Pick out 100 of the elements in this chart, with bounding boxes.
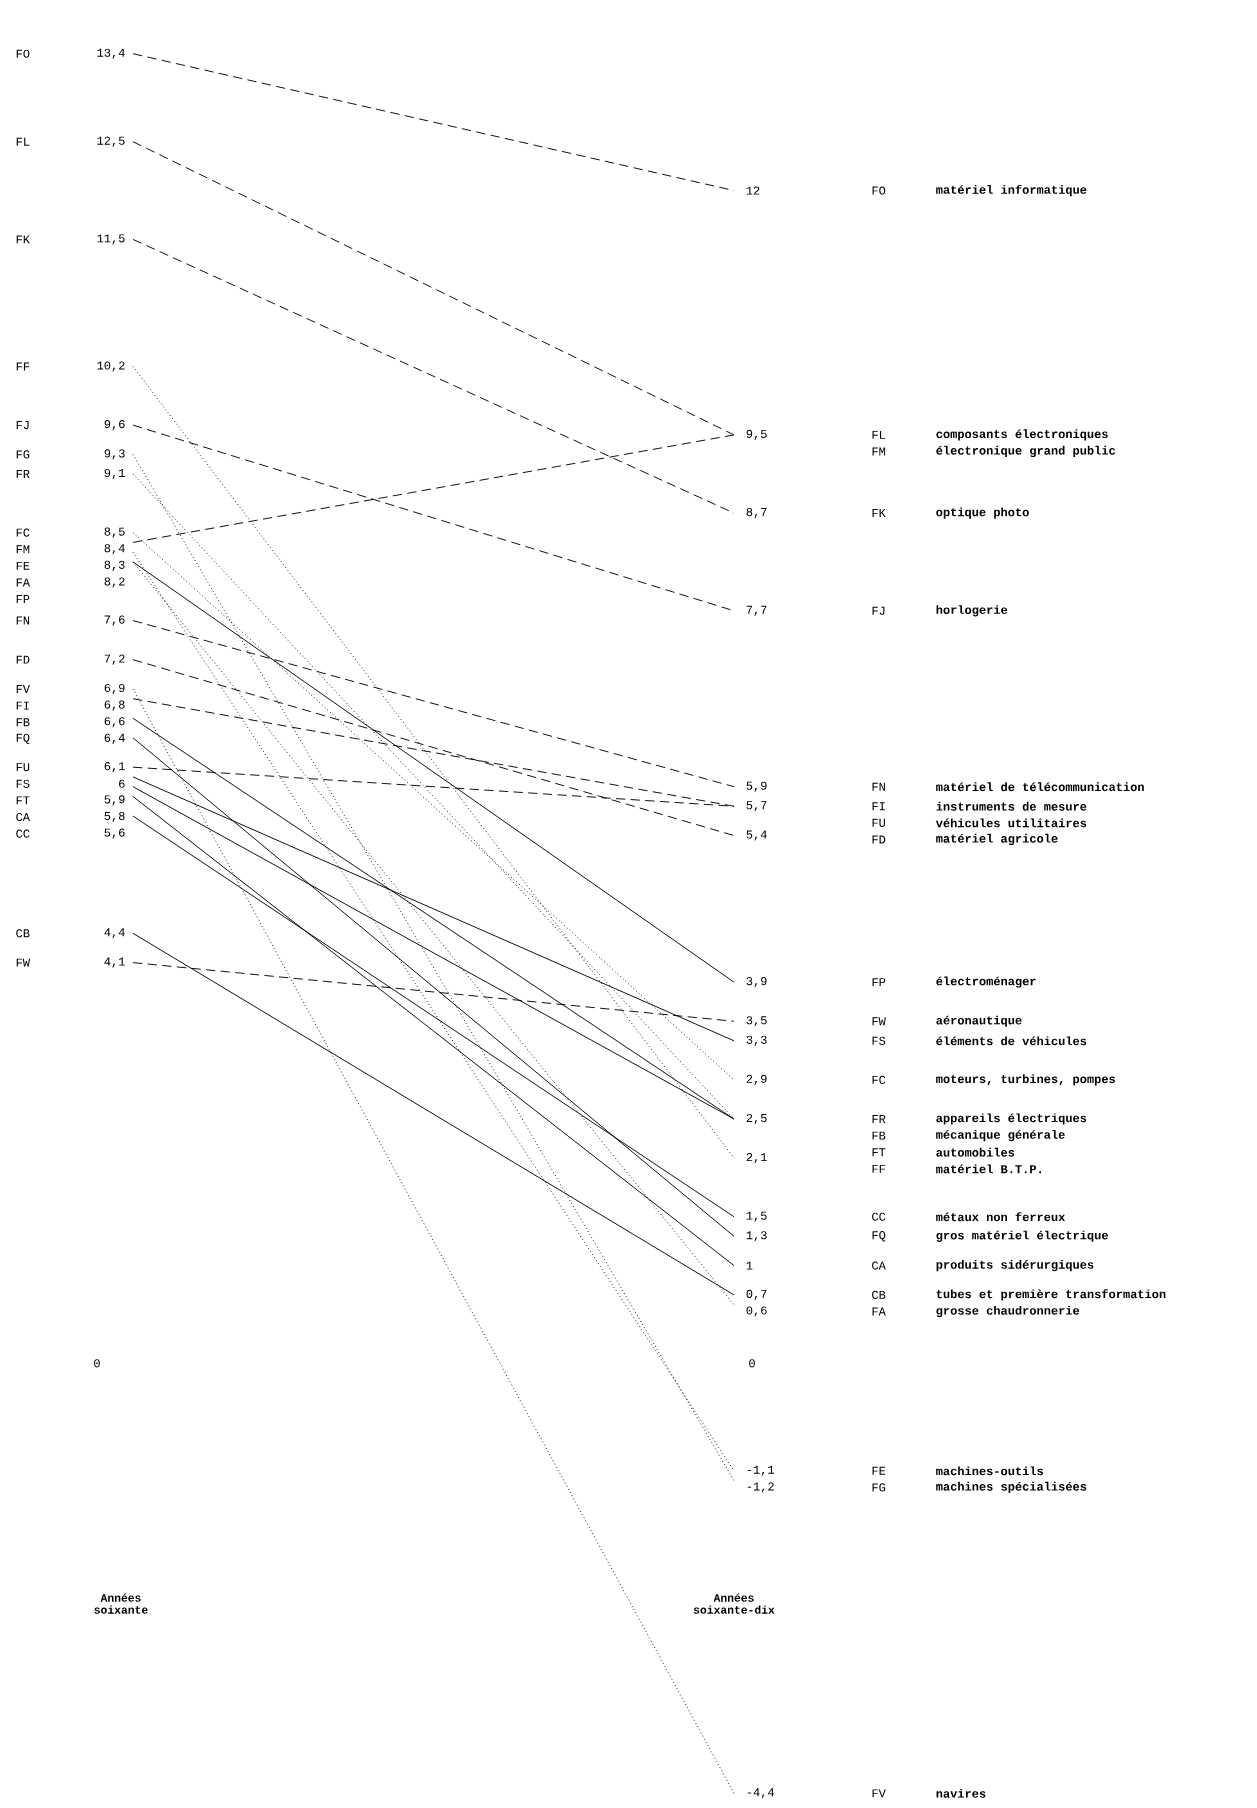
annotation: éléments de véhicules [936, 1036, 1087, 1046]
data-label: 5,4 [746, 830, 767, 841]
text: FW [16, 958, 30, 967]
data-label: 8,2 [104, 577, 125, 588]
annotation: matériel agricole [936, 833, 1058, 846]
annotation: matériel B.T.P. [936, 1164, 1041, 1174]
text: FQ [16, 733, 30, 744]
annotation: véhicules utilitaires [935, 818, 1087, 828]
annotation: optique photo [936, 507, 1029, 519]
text: FI [16, 701, 29, 710]
text: FA [872, 1307, 886, 1316]
text: FG [872, 1483, 886, 1492]
text: FD [872, 835, 886, 844]
text: FG [16, 450, 30, 459]
data-label: 11,5 [97, 234, 125, 245]
data-label: -1,2 [747, 1482, 774, 1493]
annotation: automobiles [936, 1147, 1015, 1157]
data-label: 8,7 [746, 507, 767, 519]
data-label: 9,1 [104, 468, 125, 480]
text: FK [16, 235, 30, 244]
annotation: produits sidérurgiques [936, 1259, 1094, 1272]
x-tick-label: Années soixante [94, 1593, 148, 1614]
data-label: 4,1 [104, 957, 125, 968]
text: FW [872, 1017, 886, 1026]
annotation: appareils électriques [936, 1113, 1087, 1125]
annotation: 0 [94, 1359, 100, 1368]
text: FD [16, 655, 30, 664]
text: FV [16, 685, 30, 693]
text: FV [872, 1789, 886, 1798]
data-label: 6,4 [104, 733, 125, 744]
data-label: 3,3 [746, 1035, 767, 1046]
data-label: 6,6 [104, 717, 125, 728]
text: FF [16, 362, 30, 371]
text: FL [872, 430, 886, 439]
text: FE [872, 1466, 886, 1475]
data-label: 0,6 [746, 1306, 767, 1317]
text: FN [16, 616, 30, 625]
data-label: 5,9 [104, 795, 125, 806]
text: FA [16, 578, 30, 587]
annotation: aéronautique [936, 1015, 1022, 1027]
data-label: 5,9 [746, 781, 767, 792]
text: FL [16, 137, 30, 146]
data-label: 3,9 [746, 977, 767, 988]
data-label: 1 [746, 1261, 753, 1270]
annotation: matériel de télécommunication [936, 782, 1144, 792]
text: FC [16, 528, 30, 537]
data-label: 12 [746, 186, 760, 195]
data-label: 7,6 [104, 615, 125, 626]
data-label: 9,6 [104, 420, 125, 431]
data-label: 7,7 [746, 605, 767, 616]
annotation: moteurs, turbines, pompes [936, 1074, 1115, 1086]
data-label: -4,4 [747, 1788, 775, 1799]
data-label: 3,5 [746, 1016, 767, 1027]
annotation: 0 [749, 1359, 755, 1368]
text: CA [16, 812, 30, 822]
text: CA [872, 1261, 886, 1270]
data-label: 5,7 [746, 801, 767, 812]
data-label: 13,4 [97, 48, 125, 59]
data-label: 10,2 [97, 361, 125, 372]
data-label: 2,1 [746, 1153, 767, 1164]
text: FQ [872, 1231, 886, 1242]
data-label: 12,5 [97, 136, 125, 147]
data-label: 6 [119, 779, 125, 788]
annotation: mécanique générale [936, 1129, 1065, 1142]
annotation: électronique grand public [936, 445, 1116, 458]
text: FS [16, 779, 30, 788]
text: FK [872, 509, 886, 518]
text: FB [872, 1131, 886, 1140]
annotation: machines-outils [936, 1466, 1043, 1476]
data-label: 6,8 [104, 700, 125, 711]
data-label: 5,8 [104, 811, 125, 823]
annotation: horlogerie [936, 605, 1008, 617]
text: FJ [872, 606, 885, 615]
data-label: 9,5 [746, 429, 767, 440]
text: FI [872, 802, 885, 811]
annotation: grosse chaudronnerie [936, 1305, 1080, 1318]
data-label: -1,1 [747, 1465, 775, 1476]
data-label: 0,7 [746, 1289, 767, 1300]
data-label: 8,3 [104, 560, 125, 571]
text: FJ [16, 421, 29, 430]
text: FS [872, 1036, 886, 1045]
text: FP [16, 595, 30, 604]
text: FC [872, 1075, 886, 1084]
text: FN [872, 782, 885, 791]
annotation: machines spécialisées [936, 1481, 1087, 1494]
data-label: 9,3 [104, 449, 125, 460]
annotation: instruments de mesure [936, 801, 1087, 811]
text: FM [872, 447, 886, 456]
text: CC [872, 1212, 886, 1221]
annotation: navires [936, 1788, 986, 1798]
annotation: matériel informatique [936, 184, 1087, 197]
data-label: 1,3 [746, 1231, 767, 1242]
text: FB [16, 718, 30, 727]
annotation: tubes et première transformation [936, 1289, 1166, 1301]
text: FM [16, 545, 30, 554]
text: FT [16, 796, 30, 805]
text: FF [872, 1164, 885, 1173]
text: CB [872, 1290, 886, 1299]
data-label: 6,9 [104, 683, 125, 695]
data-label: 5,6 [104, 828, 125, 839]
